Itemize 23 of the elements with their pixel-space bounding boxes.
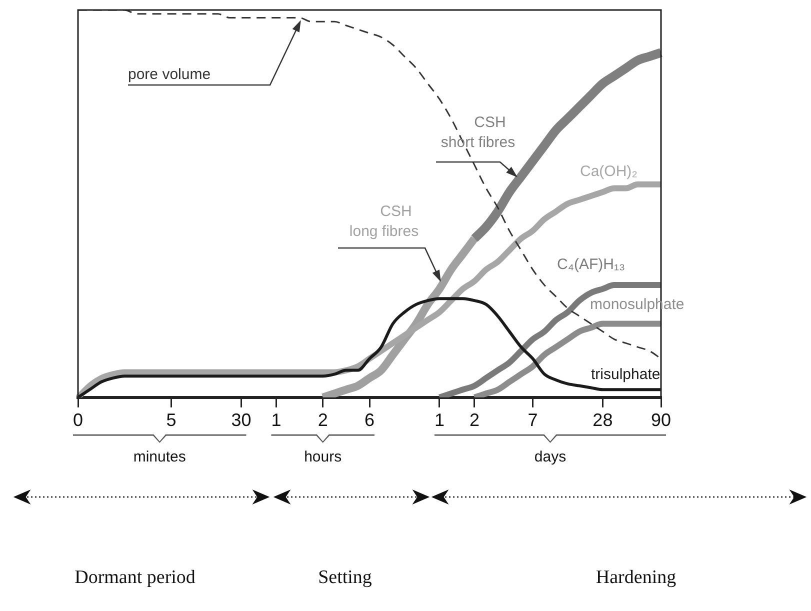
x-tick-label: 5 — [166, 410, 176, 430]
text: pore volume — [128, 66, 211, 84]
text: hours — [304, 448, 342, 466]
x-tick-label: 7 — [528, 410, 538, 430]
series-label: C₄(AF)H₁₃ — [557, 256, 626, 274]
series-label: trisulphate — [591, 366, 660, 384]
series-label: Ca(OH)₂ — [580, 163, 638, 180]
text: days — [534, 448, 566, 466]
x-tick-label: 90 — [650, 410, 672, 430]
x-tick-label: 1 — [434, 410, 444, 430]
text: Setting — [318, 566, 372, 588]
text: minutes — [133, 448, 186, 466]
x-tick-label: 28 — [592, 410, 613, 430]
x-tick-label: 2 — [318, 410, 328, 430]
text: CSH long fibres — [349, 203, 419, 240]
x-tick-label: 2 — [469, 410, 480, 430]
text: Dormant period — [74, 566, 196, 588]
x-tick-label: 30 — [231, 410, 252, 430]
x-tick-label: 1 — [271, 410, 282, 430]
series-label: CSH short fibres — [440, 114, 516, 152]
x-tick-label: 0 — [72, 410, 84, 430]
x-tick-label: 6 — [364, 410, 375, 430]
text: Hardening — [596, 566, 677, 588]
